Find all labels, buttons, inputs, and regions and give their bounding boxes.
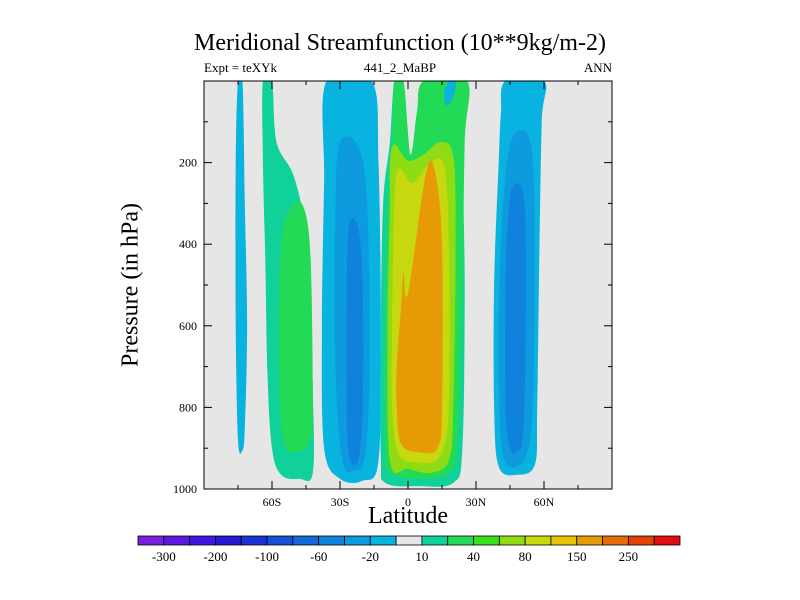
colorbar-box <box>266 535 294 546</box>
colorbar-box <box>318 535 345 546</box>
contour-cell-30s-l3 <box>346 218 364 466</box>
colorbar-box <box>447 535 474 546</box>
colorbar-box <box>576 535 603 546</box>
x-tick-label: 30N <box>466 495 487 509</box>
colorbar-box <box>627 535 655 546</box>
experiment-label: Expt = teXYk <box>204 60 278 75</box>
x-tick-label: 0 <box>405 495 411 509</box>
colorbar-label: -20 <box>362 549 379 564</box>
colorbar-label: 250 <box>619 549 639 564</box>
x-tick-label: 60S <box>263 495 282 509</box>
colorbar-label: 150 <box>567 549 587 564</box>
colorbar-box <box>602 535 629 546</box>
colorbar-box <box>189 535 216 546</box>
colorbar-label: 80 <box>519 549 532 564</box>
y-tick-label: 800 <box>179 400 197 414</box>
colorbar-label: -60 <box>310 549 327 564</box>
colorbar-box <box>473 535 500 546</box>
run-label: 441_2_MaBP <box>363 60 437 75</box>
colorbar-box <box>344 535 371 546</box>
x-axis-label: Latitude <box>368 503 448 529</box>
colorbar-box <box>369 535 397 546</box>
x-tick-label: 60N <box>534 495 555 509</box>
colorbar-box <box>292 535 320 546</box>
colorbar-box <box>395 535 423 546</box>
colorbar-box <box>163 535 191 546</box>
chart-title: Meridional Streamfunction (10**9kg/m-2) <box>194 30 606 56</box>
colorbar-box <box>137 535 165 546</box>
season-label: ANN <box>583 60 612 75</box>
y-tick-label: 600 <box>179 319 197 333</box>
colorbar-box <box>215 535 242 546</box>
contour-cell-55s-core <box>278 200 313 453</box>
colorbar-label: 40 <box>467 549 480 564</box>
y-tick-label: 200 <box>179 156 197 170</box>
colorbar-box <box>421 535 449 546</box>
colorbar: -300 -200 -100 -60 -20 10 40 80 150 250 <box>137 535 681 564</box>
x-tick-label: 30S <box>331 495 350 509</box>
colorbar-label: 10 <box>415 549 428 564</box>
colorbar-box <box>550 535 578 546</box>
colorbar-label: -200 <box>204 549 228 564</box>
y-tick-label: 400 <box>179 237 197 251</box>
contour-cell-20n-top <box>444 81 456 106</box>
contour-cell-eq-l5 <box>396 160 443 454</box>
y-tick-label: 1000 <box>173 482 197 496</box>
contour-cell-45n-l3 <box>505 183 526 455</box>
colorbar-box <box>653 535 681 546</box>
contour-regions <box>235 81 547 487</box>
colorbar-box <box>498 535 526 546</box>
colorbar-label: -300 <box>152 549 176 564</box>
colorbar-box <box>240 535 268 546</box>
colorbar-box <box>524 535 552 546</box>
colorbar-label: -100 <box>255 549 279 564</box>
contour-cell-70s <box>235 81 248 454</box>
